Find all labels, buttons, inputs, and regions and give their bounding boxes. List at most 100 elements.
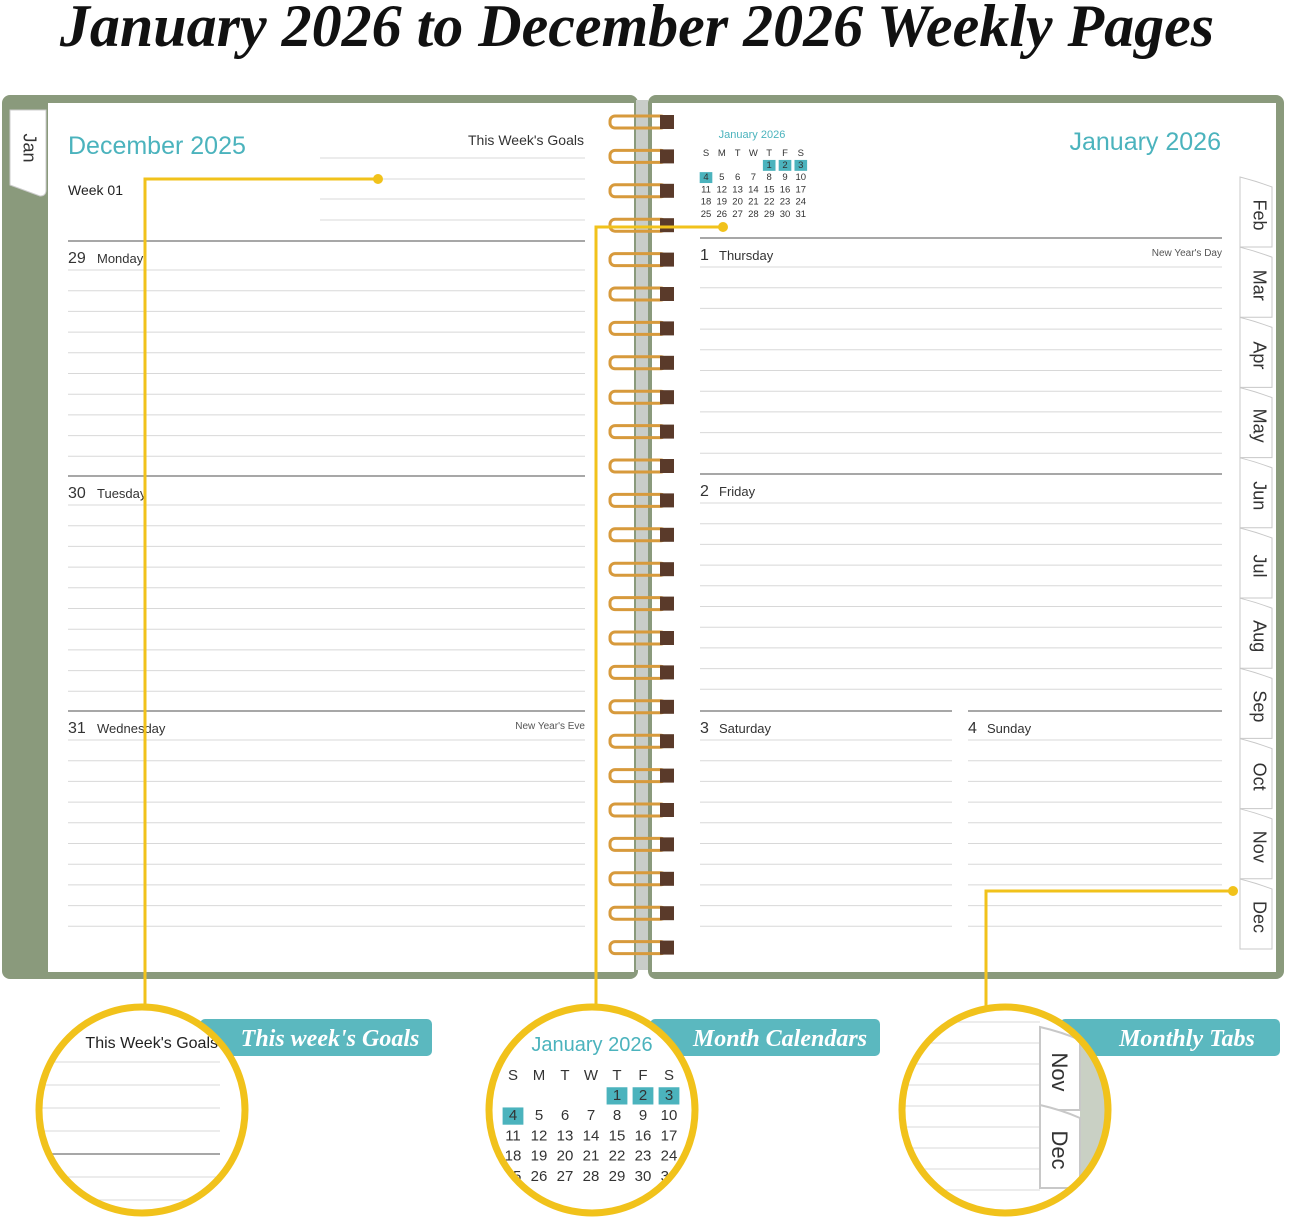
calendar-weekday: S — [798, 148, 804, 159]
calendar-weekday: W — [749, 148, 758, 159]
month-tab — [1239, 527, 1273, 599]
spine — [636, 100, 648, 970]
zoom-ring — [898, 1003, 1112, 1217]
calendar-highlight — [778, 159, 792, 171]
calendar-day: 2 — [639, 1087, 647, 1104]
month-tab — [1239, 176, 1273, 248]
calendar-day: 20 — [557, 1148, 574, 1165]
callout-banner — [650, 1019, 880, 1056]
calendar-weekday: F — [638, 1067, 647, 1084]
spiral-hole — [660, 940, 674, 955]
day-name: Thursday — [719, 248, 774, 263]
calendar-day: 5 — [535, 1107, 543, 1124]
zoom-bg — [39, 1007, 245, 1213]
spiral-hole — [660, 115, 674, 129]
left-page — [48, 103, 634, 972]
holiday-note: New Year's Day — [1152, 248, 1222, 259]
calendar-day: 8 — [613, 1107, 621, 1124]
day-number: 30 — [68, 485, 86, 502]
spiral-hole — [660, 562, 674, 577]
spiral-hole — [660, 218, 674, 233]
calendar-day: 6 — [735, 172, 740, 183]
calendar-weekday: S — [664, 1067, 674, 1084]
right-page — [652, 103, 1276, 972]
calendar-day: 16 — [635, 1127, 652, 1144]
zoom-bg — [489, 1007, 695, 1213]
spiral-hole — [660, 837, 674, 852]
calendar-day: 19 — [717, 197, 728, 208]
calendar-day: 1 — [613, 1087, 621, 1104]
callout-label: Monthly Tabs — [1118, 1026, 1255, 1052]
month-tab — [1239, 246, 1273, 318]
day-name: Monday — [97, 251, 144, 266]
tab-label: Jun — [1249, 481, 1269, 510]
calendar-day: 3 — [665, 1087, 673, 1104]
calendar-day: 23 — [635, 1148, 652, 1165]
calendar-day: 14 — [583, 1127, 600, 1144]
tab-label: Jul — [1249, 554, 1269, 577]
zoom-tab-label: Nov — [1047, 1052, 1072, 1091]
calendar-day: 2 — [782, 160, 787, 171]
tab-label: Oct — [1249, 763, 1269, 791]
spiral-hole — [660, 287, 674, 301]
calendar-day: 10 — [796, 172, 807, 183]
calendar-day: 6 — [561, 1107, 569, 1124]
calendar-day: 29 — [609, 1168, 626, 1185]
callout-dot — [1228, 886, 1238, 896]
calendar-day: 15 — [764, 184, 775, 195]
spiral-hole — [660, 424, 674, 439]
day-number: 4 — [968, 720, 977, 737]
month-tab — [1239, 386, 1273, 459]
calendar-day: 11 — [701, 184, 711, 195]
calendar-day: 28 — [748, 209, 759, 220]
calendar-day: 23 — [780, 197, 791, 208]
month-tab — [1239, 878, 1273, 950]
spiral-hole — [660, 803, 674, 817]
tab-label: Dec — [1249, 901, 1269, 933]
month-tab — [1239, 667, 1273, 739]
calendar-highlight — [658, 1087, 680, 1105]
calendar-day: 21 — [583, 1148, 600, 1165]
tab-label: May — [1249, 409, 1269, 443]
zoom-tab-label: Dec — [1047, 1130, 1072, 1169]
spiral-hole — [660, 734, 674, 749]
month-title: December 2025 — [68, 132, 246, 160]
calendar-day: 14 — [748, 184, 759, 195]
tab-label: Jan — [19, 133, 39, 162]
calendar-day: 29 — [764, 209, 775, 220]
calendar-day: 12 — [531, 1127, 548, 1144]
tab-label: Aug — [1249, 620, 1269, 652]
calendar-day: 25 — [701, 209, 712, 220]
calendar-day: 4 — [509, 1107, 517, 1124]
calendar-day: 9 — [639, 1107, 647, 1124]
calendar-day: 19 — [531, 1148, 548, 1165]
calendar-day: 13 — [732, 184, 743, 195]
calendar-day: 28 — [583, 1168, 600, 1185]
day-number: 1 — [700, 247, 709, 264]
spiral-hole — [660, 906, 674, 921]
zoom-ring — [485, 1003, 699, 1217]
calendar-day: 1 — [767, 160, 772, 171]
calendar-highlight — [502, 1107, 524, 1125]
calendar-weekday: T — [735, 148, 741, 159]
spiral-hole — [660, 355, 674, 370]
callout-dot — [373, 174, 383, 184]
goals-label: This Week's Goals — [468, 132, 584, 148]
calendar-day: 7 — [751, 172, 756, 183]
spiral-hole — [660, 768, 674, 783]
calendar-day: 3 — [798, 160, 803, 171]
day-name: Friday — [719, 484, 756, 499]
calendar-day: 5 — [719, 172, 724, 183]
spiral-hole — [660, 631, 674, 645]
callout-banner — [200, 1019, 432, 1056]
day-name: Tuesday — [97, 486, 147, 501]
month-title: January 2026 — [1069, 128, 1221, 156]
tab-label: Apr — [1249, 341, 1269, 369]
calendar-weekday: M — [533, 1067, 546, 1084]
day-number: 3 — [700, 720, 709, 737]
calendar-day: 4 — [703, 172, 708, 183]
tab-label: Feb — [1249, 199, 1269, 230]
spiral-hole — [660, 149, 674, 164]
calendar-highlight — [794, 159, 808, 171]
